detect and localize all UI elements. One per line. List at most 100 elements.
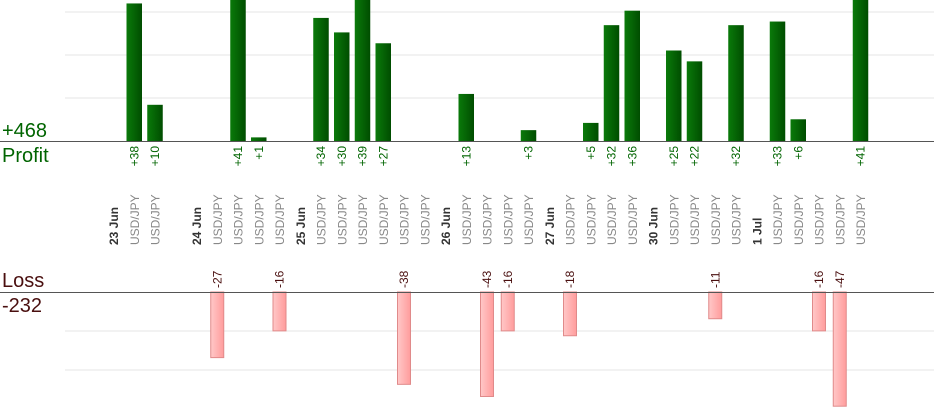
loss-value-label: -18 — [563, 270, 577, 288]
profit-bar — [458, 93, 474, 141]
profit-value-label: +30 — [335, 146, 349, 167]
profit-value-label: +39 — [356, 146, 370, 167]
profit-total: +468 — [2, 120, 48, 142]
pair-label: USD/JPY — [813, 194, 827, 245]
pair-label: USD/JPY — [273, 194, 287, 245]
profit-value-label: +6 — [791, 146, 805, 160]
date-label: 25 Jun — [294, 207, 308, 245]
pair-label: USD/JPY — [709, 194, 723, 245]
profit-value-label: +1 — [252, 146, 266, 160]
pair-label: USD/JPY — [211, 194, 225, 245]
loss-bar — [500, 291, 515, 332]
profit-value-label: +34 — [314, 146, 328, 167]
loss-label: Loss — [2, 270, 45, 292]
profit-label: Profit — [2, 145, 49, 167]
profit-value-label: +22 — [688, 146, 702, 167]
profit-bar — [126, 3, 142, 141]
profit-bar — [769, 21, 786, 141]
date-label: 30 Jun — [647, 207, 661, 245]
profit-value-label: +33 — [771, 146, 785, 167]
profit-value-label: +41 — [231, 146, 245, 167]
pair-label: USD/JPY — [501, 194, 515, 245]
pair-label: USD/JPY — [792, 194, 806, 245]
date-label: 26 Jun — [439, 207, 453, 245]
loss-value-label: -16 — [501, 270, 515, 288]
loss-bar — [397, 291, 411, 385]
profit-value-label: +10 — [148, 146, 162, 167]
profit-bar — [375, 43, 391, 142]
pair-label: USD/JPY — [730, 194, 744, 245]
profit-bar — [147, 104, 163, 141]
pair-label: USD/JPY — [626, 194, 640, 245]
pair-label: USD/JPY — [128, 194, 142, 245]
profit-bar — [354, 0, 371, 141]
loss-bar — [708, 291, 723, 320]
loss-value-label: -11 — [708, 271, 722, 288]
profit-value-label: +32 — [605, 146, 619, 167]
loss-value-label: -43 — [480, 270, 494, 288]
loss-total: -232 — [2, 295, 43, 317]
labels: 23 Jun 24 Jun 25 Jun 26 Jun 27 Jun 30 Jun 1 Ju… — [107, 146, 868, 288]
profit-bar — [666, 50, 682, 141]
profit-value-label: +5 — [584, 146, 598, 160]
pair-label: USD/JPY — [398, 194, 412, 245]
baselines — [0, 141, 934, 293]
profit-bar — [583, 122, 599, 141]
pair-label: USD/JPY — [335, 194, 349, 245]
loss-bar — [210, 291, 225, 359]
profit-bar — [520, 130, 537, 141]
pair-label: USD/JPY — [149, 194, 163, 245]
profit-bar — [624, 10, 640, 142]
profit-value-label: +41 — [854, 146, 868, 167]
loss-bar — [272, 291, 287, 332]
profit-value-label: +3 — [522, 146, 536, 160]
date-label: 24 Jun — [190, 207, 204, 245]
loss-value-label: -27 — [210, 270, 224, 288]
loss-bar — [832, 291, 847, 407]
pair-label: USD/JPY — [377, 194, 391, 245]
profit-bar — [686, 61, 703, 141]
profit-value-label: +13 — [459, 146, 473, 167]
profit-value-label: +32 — [729, 146, 743, 167]
pair-label: USD/JPY — [688, 194, 702, 245]
profit-bar — [334, 32, 350, 141]
pair-label: USD/JPY — [605, 194, 619, 245]
loss-bar — [480, 291, 494, 397]
pair-label: USD/JPY — [584, 194, 598, 245]
profit-bar — [251, 137, 267, 141]
date-label: 27 Jun — [543, 207, 557, 245]
pair-label: USD/JPY — [315, 194, 329, 245]
loss-bar — [812, 291, 826, 332]
profit-bar — [790, 119, 806, 141]
pair-label: USD/JPY — [667, 194, 681, 245]
pair-label: USD/JPY — [771, 194, 785, 245]
loss-bar — [563, 291, 577, 337]
grid-lines — [65, 11, 934, 371]
pair-label: USD/JPY — [252, 194, 266, 245]
pair-label: USD/JPY — [854, 194, 868, 245]
loss-value-label: -47 — [833, 270, 847, 288]
loss-value-label: -16 — [812, 270, 826, 288]
pair-label: USD/JPY — [564, 194, 578, 245]
profit-bar — [603, 25, 620, 141]
pair-label: USD/JPY — [833, 194, 847, 245]
bars — [126, 0, 869, 407]
profit-value-label: +38 — [127, 146, 141, 167]
profit-bar — [728, 25, 744, 141]
profit-value-label: +27 — [376, 146, 390, 167]
pair-label: USD/JPY — [418, 194, 432, 245]
date-label: 23 Jun — [107, 207, 121, 245]
pair-label: USD/JPY — [522, 194, 536, 245]
loss-value-label: -38 — [397, 270, 411, 288]
profit-bar — [230, 0, 246, 141]
profit-bar — [852, 0, 869, 141]
loss-value-label: -16 — [273, 270, 287, 288]
date-label: 1 Jul — [750, 218, 764, 245]
profit-value-label: +36 — [625, 146, 639, 167]
profit-value-label: +25 — [667, 146, 681, 167]
pair-label: USD/JPY — [232, 194, 246, 245]
profit-bar — [313, 17, 329, 142]
pair-label: USD/JPY — [356, 194, 370, 245]
pair-label: USD/JPY — [481, 194, 495, 245]
